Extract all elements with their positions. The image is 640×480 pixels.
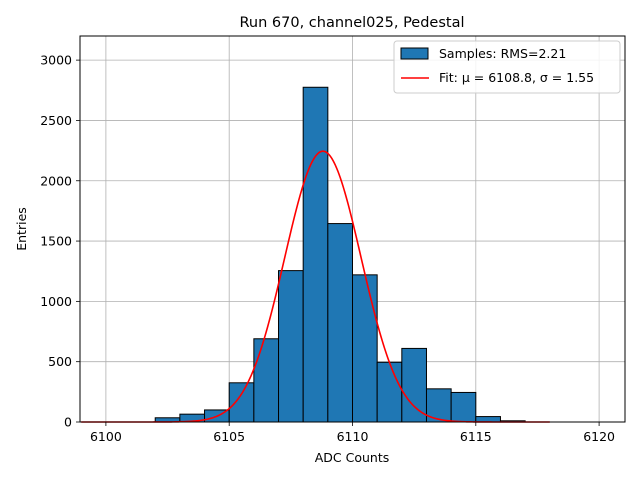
histogram-bars (154, 86, 526, 423)
y-tick-label: 1000 (40, 294, 72, 309)
legend: Samples: RMS=2.21 Fit: μ = 6108.8, σ = 1… (393, 40, 621, 94)
x-axis-ticks: 6100 6105 6110 6115 6120 (90, 422, 615, 444)
y-tick-label: 1500 (40, 234, 72, 249)
y-tick-label: 3000 (40, 53, 72, 68)
y-axis-label: Entries (14, 207, 29, 251)
chart-title: Run 670, channel025, Pedestal (239, 15, 464, 31)
y-tick-label: 2000 (40, 173, 72, 188)
histogram-bar (327, 223, 353, 423)
histogram-bar (278, 270, 304, 423)
x-axis-label: ADC Counts (315, 450, 390, 465)
histogram-bar (253, 338, 280, 423)
y-tick-label: 500 (48, 354, 72, 369)
legend-swatch-samples (400, 47, 429, 60)
x-tick-label: 6105 (213, 429, 245, 444)
y-tick-label: 0 (64, 415, 72, 430)
x-tick-label: 6120 (583, 429, 615, 444)
y-axis-ticks: 0 500 1000 1500 2000 2500 3000 (40, 53, 80, 430)
legend-label-samples: Samples: RMS=2.21 (439, 46, 566, 61)
legend-box (393, 40, 621, 94)
histogram-bar (450, 391, 477, 423)
histogram-bar (352, 274, 378, 423)
histogram-bar (376, 361, 403, 423)
x-tick-label: 6110 (337, 429, 369, 444)
y-tick-label: 2500 (40, 113, 72, 128)
legend-label-fit: Fit: μ = 6108.8, σ = 1.55 (439, 70, 594, 85)
x-tick-label: 6115 (460, 429, 492, 444)
histogram-bar (302, 86, 329, 423)
x-tick-label: 6100 (90, 429, 122, 444)
histogram-bar (401, 347, 427, 423)
histogram-bar (228, 382, 255, 423)
